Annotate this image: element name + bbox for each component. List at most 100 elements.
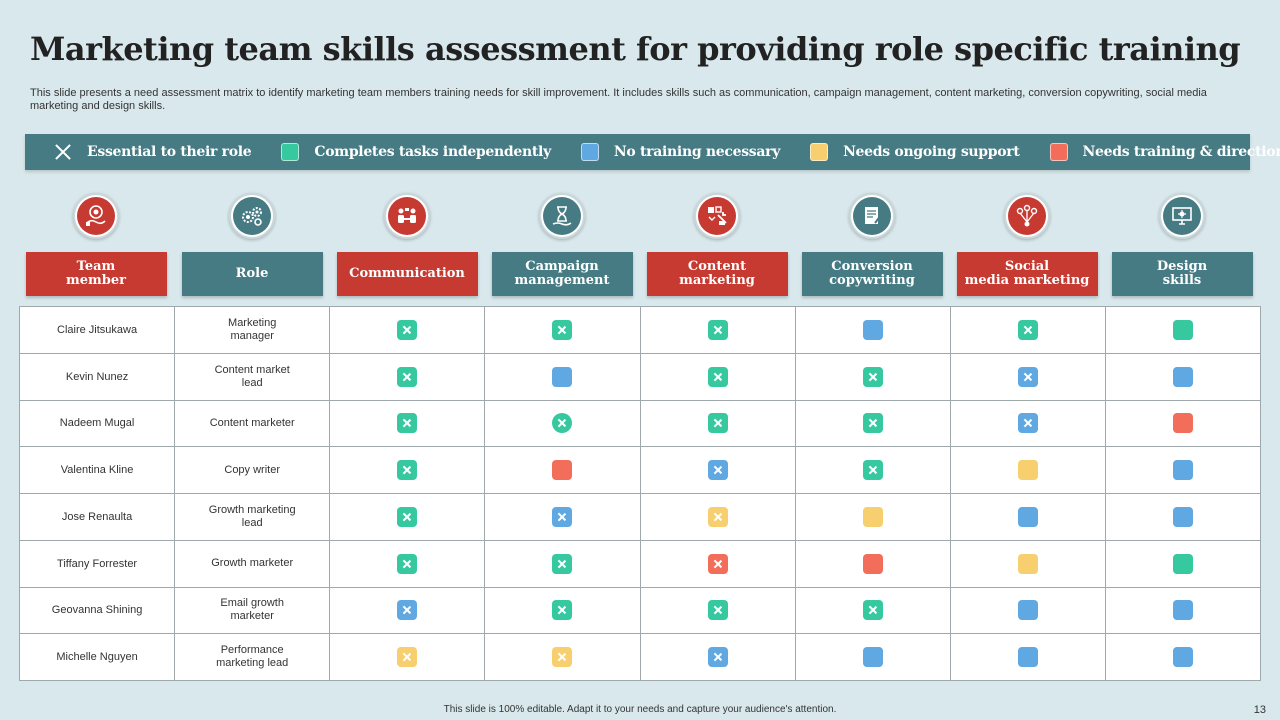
skill-cell [484,446,641,494]
skill-cell [794,399,951,448]
rating-square [1017,600,1038,621]
column-headers-row: Team member Role Communication Campaign manag… [0,252,1280,296]
table-row: Kevin Nunez Content market lead [18,352,1262,401]
skill-cell [794,446,951,494]
rating-square [1172,600,1193,621]
skill-cell [794,493,951,541]
skill-cell [794,352,951,401]
column-header: Campaign management [491,252,633,296]
rating-square [1172,506,1193,527]
table-row: Geovanna Shining Email growth marketer [18,586,1262,635]
skill-cell [949,446,1106,494]
skill-cell [1104,633,1262,681]
skill-cell [639,399,796,448]
skill-cell [1104,446,1262,494]
column-icon-badge [694,193,740,239]
skill-cell [1104,399,1262,448]
x-mark-icon [552,647,573,668]
skill-cell [949,539,1106,588]
role-cell: Content market lead [174,352,331,401]
skill-cell [329,633,486,681]
team-member-cell: Jose Renaulta [18,493,176,541]
column-icon-badge [1004,193,1050,239]
rating-square [862,647,883,668]
x-mark-icon [862,413,883,434]
skill-cell [329,306,486,354]
x-mark-icon [707,366,728,387]
assessment-matrix: Claire Jitsukawa Marketing manager Kevin N… [18,306,1262,681]
content-marketing-icon [698,197,736,235]
role-cell: Growth marketing lead [174,493,331,541]
skill-cell [949,493,1106,541]
team-member-cell: Nadeem Mugal [18,399,176,448]
skill-cell [949,586,1106,635]
skill-cell [639,446,796,494]
skill-cell [1104,586,1262,635]
x-mark-icon [397,553,418,574]
legend-bar: Essential to their role Completes tasks … [25,134,1280,170]
x-mark-icon [707,600,728,621]
x-mark-icon [552,553,573,574]
x-mark-icon [397,600,418,621]
team-member-cell: Tiffany Forrester [18,539,176,588]
skill-cell [484,306,641,354]
column-icon-badge [849,193,895,239]
rating-square [1017,553,1038,574]
design-monitor-icon [1163,197,1201,235]
skill-cell [329,493,486,541]
x-mark-icon [397,319,418,340]
table-row: Valentina Kline Copy writer [18,446,1262,494]
x-mark-icon [1017,413,1038,434]
skill-cell [484,539,641,588]
legend-item-needs-training: Needs training & direction [1049,143,1280,161]
x-mark-icon [552,506,573,527]
x-mark-icon [862,600,883,621]
rating-square [552,460,573,481]
rating-square [1172,460,1193,481]
rating-square [862,506,883,527]
x-mark-icon [707,647,728,668]
copywriting-icon [853,197,891,235]
x-mark-icon [862,366,883,387]
legend-item-no-training: No training necessary [580,143,781,161]
skill-cell [639,306,796,354]
table-row: Claire Jitsukawa Marketing manager [18,306,1262,354]
x-mark-icon [1017,319,1038,340]
rating-square [1017,647,1038,668]
x-mark-icon [862,460,883,481]
skill-cell [639,352,796,401]
skill-cell [949,633,1106,681]
column-header: Design skills [1111,252,1253,296]
skill-cell [484,352,641,401]
rating-square [552,366,573,387]
skill-cell [1104,539,1262,588]
column-header: Content marketing [646,252,788,296]
team-member-cell: Geovanna Shining [18,586,176,635]
slide-title: Marketing team skills assessment for pro… [30,30,1241,68]
skill-cell [1104,493,1262,541]
skill-cell [949,306,1106,354]
rating-square [1172,553,1193,574]
skill-cell [329,539,486,588]
rating-square [1172,413,1193,434]
role-cell: Performance marketing lead [174,633,331,681]
x-mark-icon [552,413,573,434]
skill-cell [484,586,641,635]
legend-label: No training necessary [613,144,781,160]
skill-cell [329,446,486,494]
column-header: Social media marketing [956,252,1098,296]
column-icon-badge [1159,193,1205,239]
skill-cell [639,493,796,541]
skill-cell [794,306,951,354]
team-member-cell: Valentina Kline [18,446,176,494]
skill-cell [639,539,796,588]
campaign-hourglass-icon [543,197,581,235]
role-cell: Content marketer [174,399,331,448]
skill-cell [484,493,641,541]
table-row: Michelle Nguyen Performance marketing lea… [18,633,1262,681]
role-cell: Email growth marketer [174,586,331,635]
legend-item-independent: Completes tasks independently [281,143,551,161]
column-header: Team member [25,252,167,296]
role-cell: Copy writer [174,446,331,494]
x-mark-icon [397,366,418,387]
